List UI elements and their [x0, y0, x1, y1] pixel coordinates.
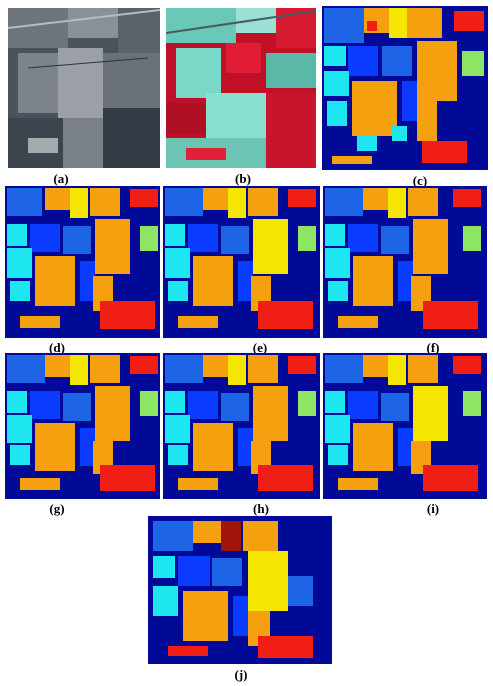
panel-e-classification-map — [163, 186, 320, 338]
classification-map-i — [323, 353, 487, 499]
panel-label-h: (h) — [253, 501, 269, 516]
panel-label-c: (c) — [412, 173, 428, 188]
panel-label-g: (g) — [49, 501, 65, 516]
panel-label-a: (a) — [53, 171, 69, 186]
classification-map-g — [5, 353, 160, 499]
classification-map-d — [5, 186, 160, 338]
panel-label-d: (d) — [49, 340, 65, 355]
false-color-aerial-image — [166, 8, 316, 168]
classification-map-c — [322, 6, 488, 170]
panel-g-classification-map — [5, 353, 160, 499]
panel-label-f: (f) — [426, 340, 440, 355]
panel-i-classification-map — [323, 353, 487, 499]
panel-a-grayscale-image — [8, 8, 160, 168]
panel-f-classification-map — [323, 186, 487, 338]
panel-d-classification-map — [5, 186, 160, 338]
grayscale-aerial-image — [8, 8, 160, 168]
classification-map-e — [163, 186, 320, 338]
classification-map-j — [148, 516, 332, 664]
panel-b-false-color-image — [166, 8, 316, 168]
classification-map-h — [163, 353, 320, 499]
panel-label-j: (j) — [234, 667, 248, 682]
panel-j-ground-truth-map — [148, 516, 332, 664]
panel-c-classification-map — [322, 6, 488, 170]
panel-label-b: (b) — [235, 171, 251, 186]
panel-label-e: (e) — [252, 340, 268, 355]
panel-label-i: (i) — [426, 501, 440, 516]
panel-h-classification-map — [163, 353, 320, 499]
classification-map-f — [323, 186, 487, 338]
